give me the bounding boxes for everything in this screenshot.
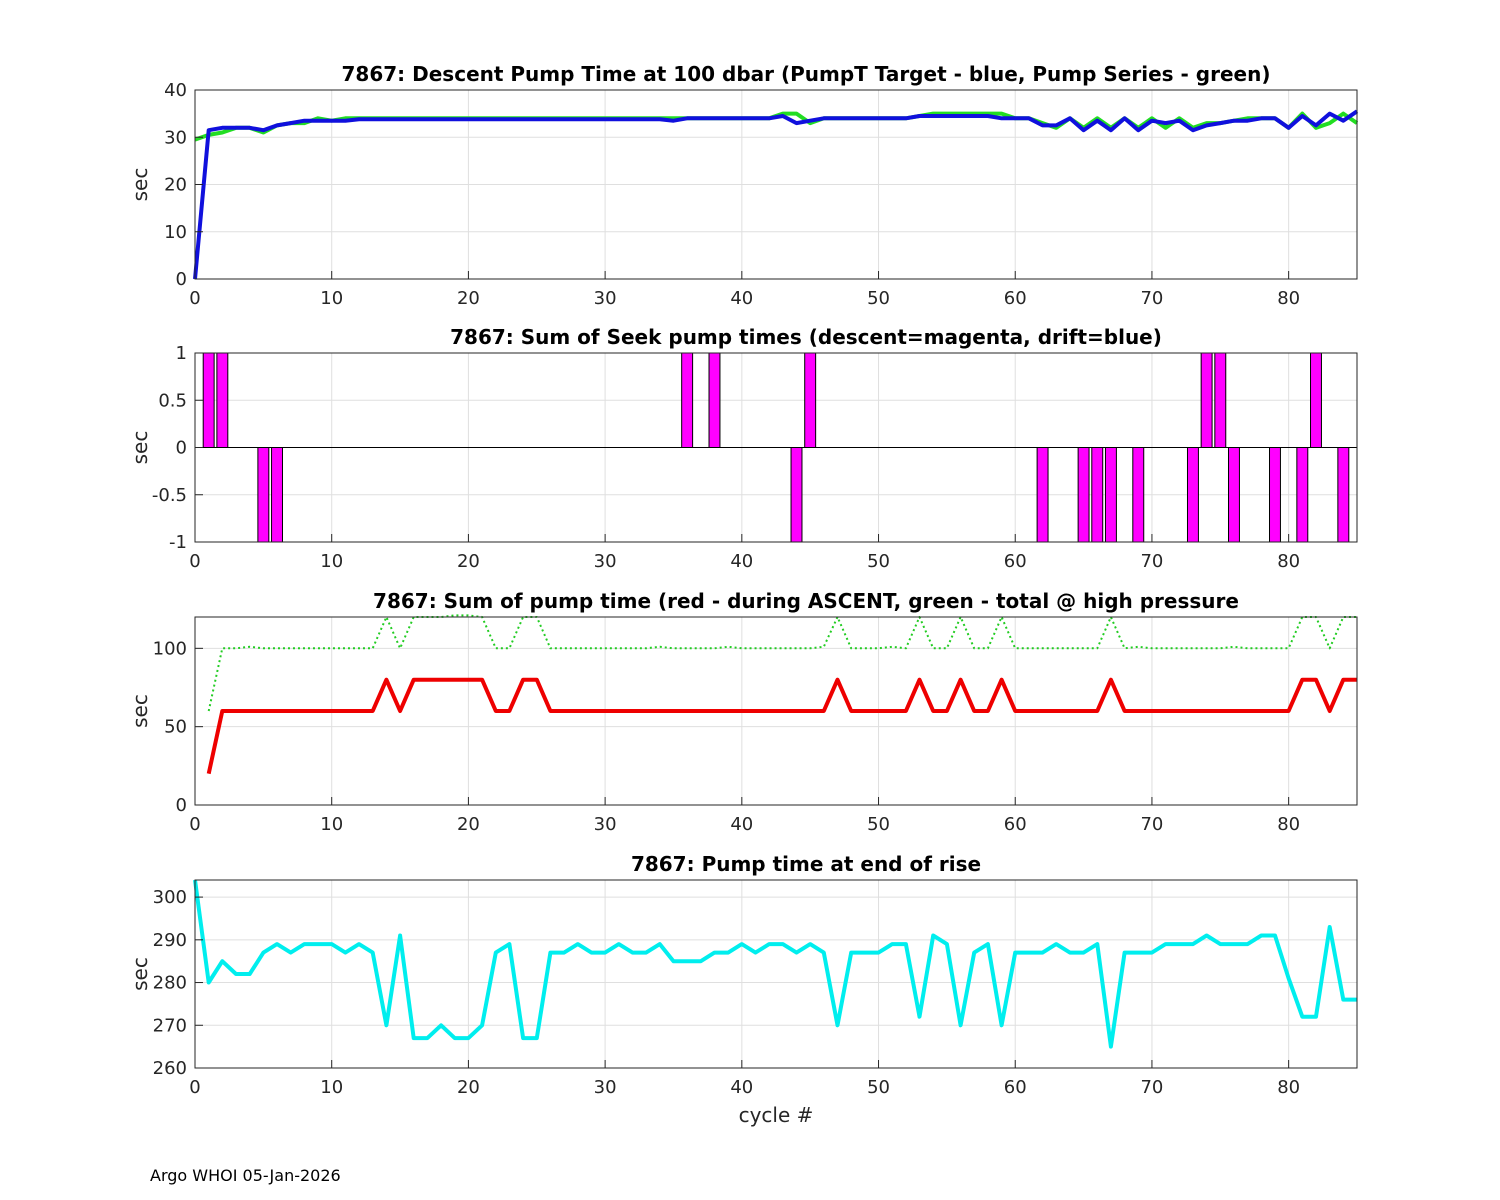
x-tick-label: 80 [1277, 551, 1300, 572]
x-tick-label: 40 [730, 551, 753, 572]
bar [1214, 352, 1227, 448]
x-tick-label: 80 [1277, 288, 1300, 309]
x-tick-label: 60 [1004, 1077, 1027, 1098]
y-tick-label: 10 [164, 222, 187, 243]
y-tick-label: 20 [164, 175, 187, 196]
x-tick-label: 50 [867, 1077, 890, 1098]
x-tick-label: 10 [320, 551, 343, 572]
x-tick-label: 70 [1140, 551, 1163, 572]
bar [804, 352, 817, 448]
bar [681, 352, 694, 448]
bar [1036, 447, 1049, 543]
x-tick-label: 0 [189, 814, 200, 835]
axes-frame [194, 879, 1358, 1069]
bar [708, 352, 721, 448]
x-tick-label: 50 [867, 814, 890, 835]
chart-title: 7867: Sum of Seek pump times (descent=ma… [450, 325, 1162, 349]
x-tick-label: 70 [1140, 814, 1163, 835]
x-tick-label: 60 [1004, 814, 1027, 835]
x-tick-label: 80 [1277, 814, 1300, 835]
series-line-1 [193, 879, 1357, 1049]
bar [1337, 447, 1350, 543]
chart-panel-1: 0 10 20 30 40 50 60 70 80 0 10 20 30 40 7867: Descent … [128, 62, 1359, 309]
bar [1186, 447, 1199, 543]
x-tick-label: 70 [1140, 1077, 1163, 1098]
y-tick-label: 0.5 [158, 390, 187, 411]
y-axis-label: sec [128, 168, 152, 202]
chart-title: 7867: Pump time at end of rise [631, 852, 981, 876]
y-tick-label: 280 [153, 973, 187, 994]
x-tick-label: 60 [1004, 288, 1027, 309]
y-tick-label: 290 [153, 930, 187, 951]
x-tick-label: 50 [867, 288, 890, 309]
bar [1296, 447, 1309, 543]
x-tick-label: 40 [730, 814, 753, 835]
chart-title: 7867: Sum of pump time (red - during ASC… [373, 589, 1239, 613]
series-line-1 [206, 677, 1357, 775]
y-tick-label: 300 [153, 887, 187, 908]
y-tick-label: 0 [176, 438, 187, 459]
y-tick-label: 0 [176, 795, 187, 816]
y-tick-label: 270 [153, 1015, 187, 1036]
y-tick-label: 260 [153, 1058, 187, 1079]
series-line-2 [207, 614, 1357, 712]
y-tick-label: -0.5 [152, 485, 187, 506]
y-tick-label: 40 [164, 80, 187, 101]
x-tick-label: 70 [1140, 288, 1163, 309]
x-tick-label: 80 [1277, 1077, 1300, 1098]
y-tick-label: -1 [169, 532, 187, 553]
chart-panel-4: 0 10 20 30 40 50 60 70 80 260 270 280 290 300 7867: Pu… [128, 852, 1358, 1127]
x-tick-label: 40 [730, 1077, 753, 1098]
bar [1132, 447, 1145, 543]
bar [271, 447, 283, 543]
chart-title: 7867: Descent Pump Time at 100 dbar (Pum… [342, 62, 1271, 86]
footer-timestamp: Argo WHOI 05-Jan-2026 [150, 1166, 341, 1185]
y-tick-label: 50 [164, 717, 187, 738]
series-line-2 [193, 109, 1359, 280]
x-tick-label: 0 [189, 551, 200, 572]
y-axis-label: sec [128, 957, 152, 991]
x-tick-label: 0 [189, 1077, 200, 1098]
bar [216, 352, 229, 448]
bar [1269, 447, 1281, 543]
x-tick-label: 30 [594, 288, 617, 309]
bar [202, 352, 215, 448]
y-axis-label: sec [128, 431, 152, 465]
x-tick-label: 30 [594, 814, 617, 835]
chart-panel-2: 0 10 20 30 40 50 60 70 80 -1 -0.5 0 0.5 1 7867: Sum of… [128, 325, 1358, 572]
x-axis-label: cycle # [739, 1103, 814, 1127]
bar [1077, 447, 1090, 543]
x-tick-label: 10 [320, 288, 343, 309]
bar [1091, 447, 1104, 543]
x-tick-label: 10 [320, 814, 343, 835]
y-tick-label: 100 [153, 638, 187, 659]
bar [257, 447, 270, 543]
x-tick-label: 10 [320, 1077, 343, 1098]
x-tick-label: 30 [594, 551, 617, 572]
x-tick-label: 40 [730, 288, 753, 309]
x-tick-label: 20 [457, 288, 480, 309]
x-tick-label: 50 [867, 551, 890, 572]
y-tick-label: 30 [164, 127, 187, 148]
axes-frame [194, 616, 1358, 806]
y-tick-label: 1 [176, 343, 187, 364]
plot-area [195, 880, 1357, 1068]
y-tick-label: 0 [176, 269, 187, 290]
bar [1200, 352, 1213, 448]
y-axis-label: sec [128, 694, 152, 728]
x-tick-label: 20 [457, 1077, 480, 1098]
x-tick-label: 0 [189, 288, 200, 309]
x-tick-label: 20 [457, 814, 480, 835]
bar [1227, 447, 1240, 543]
bar [1310, 352, 1322, 448]
x-tick-label: 30 [594, 1077, 617, 1098]
bar [1104, 447, 1117, 543]
chart-panel-3: 0 10 20 30 40 50 60 70 80 0 50 100 7867: Sum of pump… [128, 589, 1358, 835]
x-tick-label: 60 [1004, 551, 1027, 572]
bar [790, 447, 803, 543]
x-tick-label: 20 [457, 551, 480, 572]
